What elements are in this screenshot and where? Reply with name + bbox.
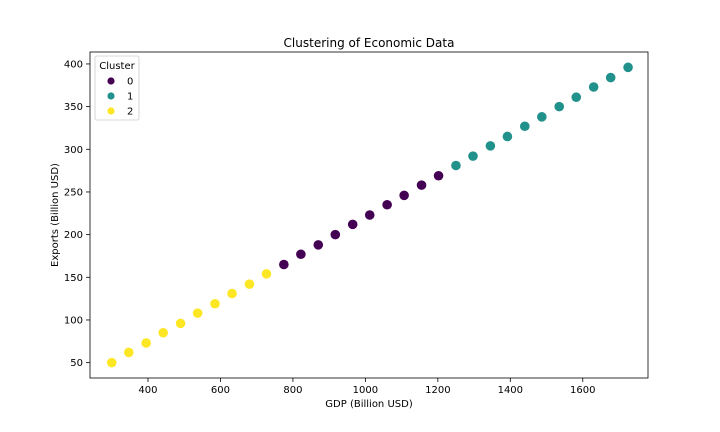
y-tick-label: 200 xyxy=(64,230,83,241)
x-axis-label: GDP (Billion USD) xyxy=(325,399,413,410)
data-point-cluster-1 xyxy=(520,121,530,132)
data-point-cluster-0 xyxy=(313,240,324,250)
legend: Cluster 0 1 2 xyxy=(94,55,140,121)
y-tick-label: 100 xyxy=(64,315,83,326)
x-tick-label: 600 xyxy=(211,385,230,396)
data-point-cluster-2 xyxy=(227,288,237,299)
y-tick-label: 300 xyxy=(64,145,83,156)
data-point-cluster-2 xyxy=(141,338,151,348)
data-point-cluster-1 xyxy=(485,141,496,151)
data-point-cluster-1 xyxy=(451,160,461,171)
data-point-cluster-2 xyxy=(123,347,134,358)
data-point-cluster-0 xyxy=(330,229,341,240)
legend-title: Cluster xyxy=(99,61,135,72)
data-point-cluster-1 xyxy=(623,62,633,73)
data-point-cluster-1 xyxy=(537,112,547,122)
data-point-cluster-1 xyxy=(502,131,513,142)
legend-marker-2 xyxy=(107,107,115,115)
data-point-cluster-2 xyxy=(210,298,220,309)
y-tick-label: 400 xyxy=(64,59,83,70)
data-point-cluster-0 xyxy=(416,180,427,190)
legend-box xyxy=(94,55,140,121)
y-tick-label: 50 xyxy=(70,358,83,369)
data-point-cluster-1 xyxy=(605,72,616,83)
data-point-cluster-2 xyxy=(175,318,186,329)
data-points xyxy=(106,62,633,368)
x-axis-ticks: 400 600 800 1000 1200 1400 1600 xyxy=(138,378,596,396)
y-axis-label: Exports (Billion USD) xyxy=(50,163,61,267)
x-tick-label: 400 xyxy=(138,385,157,396)
y-tick-label: 350 xyxy=(64,102,83,113)
chart-title: Clustering of Economic Data xyxy=(284,36,455,50)
legend-label-1: 1 xyxy=(127,92,133,103)
data-point-cluster-2 xyxy=(106,357,117,368)
data-point-cluster-1 xyxy=(588,82,599,92)
y-axis-ticks: 50 100 150 200 250 300 350 400 xyxy=(64,59,90,369)
x-tick-label: 1200 xyxy=(425,385,450,396)
data-point-cluster-0 xyxy=(399,190,409,201)
data-point-cluster-2 xyxy=(158,327,168,338)
data-point-cluster-0 xyxy=(364,210,375,220)
x-tick-label: 800 xyxy=(283,385,302,396)
data-point-cluster-0 xyxy=(279,259,289,270)
data-point-cluster-0 xyxy=(296,249,306,260)
data-point-cluster-1 xyxy=(571,92,582,103)
data-point-cluster-0 xyxy=(433,170,444,181)
data-point-cluster-2 xyxy=(244,279,255,289)
x-tick-label: 1600 xyxy=(570,385,595,396)
data-point-cluster-1 xyxy=(554,101,565,112)
data-point-cluster-2 xyxy=(192,308,203,318)
legend-label-2: 2 xyxy=(127,107,133,118)
data-point-cluster-1 xyxy=(468,151,478,161)
y-tick-label: 250 xyxy=(64,187,83,198)
x-tick-label: 1400 xyxy=(498,385,523,396)
legend-marker-1 xyxy=(107,92,115,100)
y-tick-label: 150 xyxy=(64,273,83,284)
legend-label-0: 0 xyxy=(127,77,133,88)
data-point-cluster-2 xyxy=(261,269,272,279)
data-point-cluster-0 xyxy=(347,219,358,230)
data-point-cluster-0 xyxy=(382,199,392,210)
legend-marker-0 xyxy=(107,77,115,85)
x-tick-label: 1000 xyxy=(353,385,378,396)
